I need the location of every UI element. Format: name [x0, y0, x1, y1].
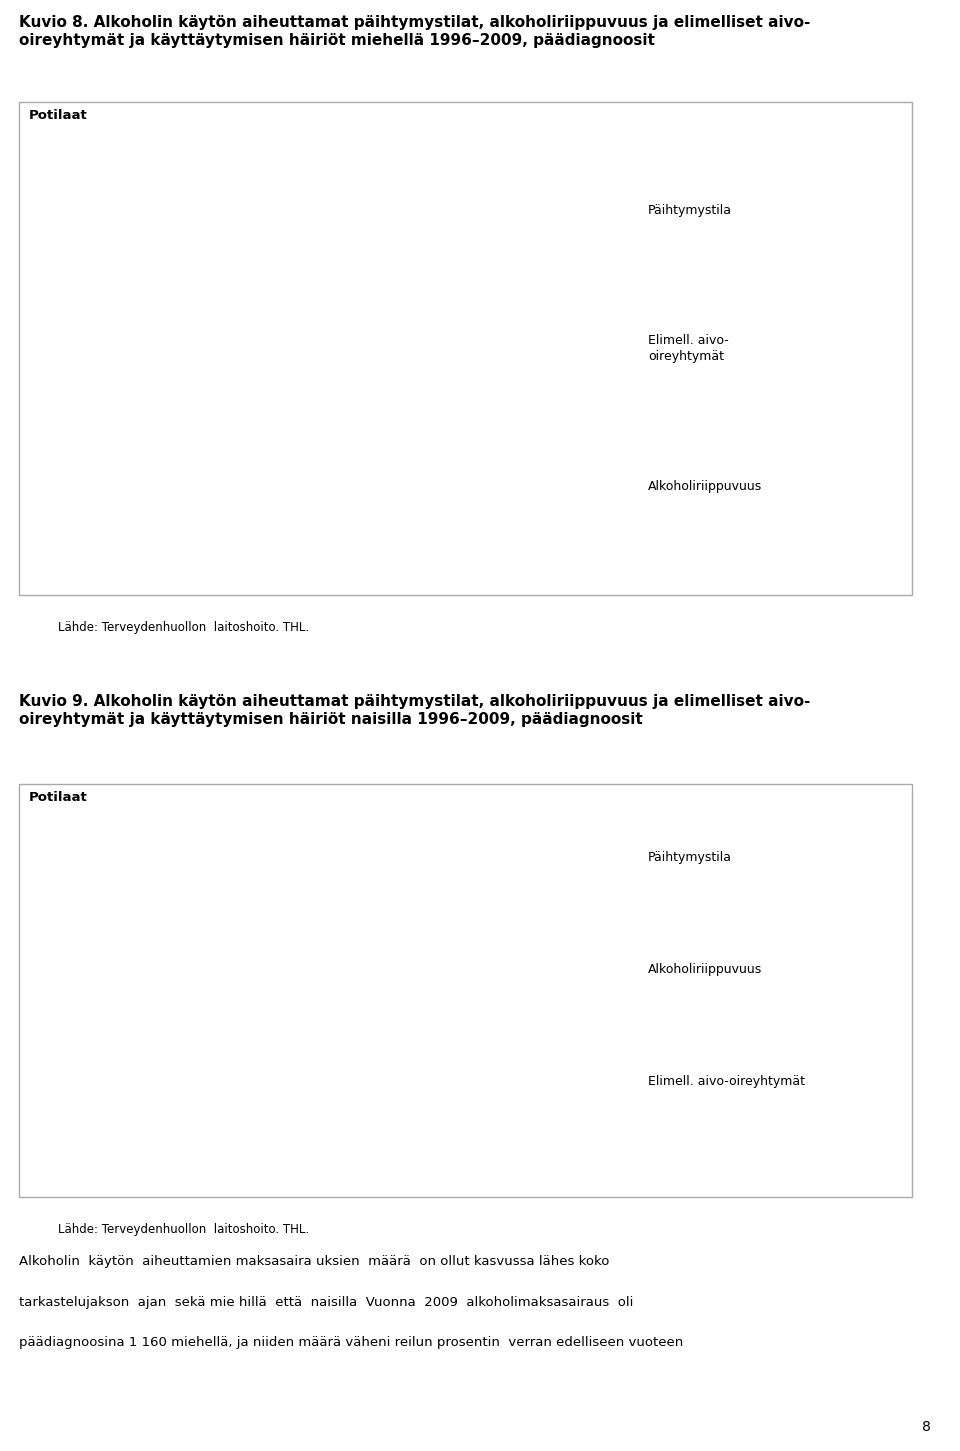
Text: Lähde: Terveydenhuollon  laitoshoito. THL.: Lähde: Terveydenhuollon laitoshoito. THL…: [58, 1223, 309, 1236]
Text: Alkoholiriippuvuus: Alkoholiriippuvuus: [648, 963, 762, 977]
Text: Kuvio 9. Alkoholin käytön aiheuttamat päihtymystilat, alkoholiriippuvuus ja elim: Kuvio 9. Alkoholin käytön aiheuttamat pä…: [19, 694, 810, 727]
Text: tarkastelujakson  ajan  sekä mie hillä  että  naisilla  Vuonna  2009  alkoholima: tarkastelujakson ajan sekä mie hillä ett…: [19, 1296, 634, 1309]
Text: Potilaat: Potilaat: [29, 791, 87, 804]
Text: 8: 8: [923, 1419, 931, 1434]
Text: Elimell. aivo-oireyhtymät: Elimell. aivo-oireyhtymät: [648, 1075, 805, 1088]
Text: Lähde: Terveydenhuollon  laitoshoito. THL.: Lähde: Terveydenhuollon laitoshoito. THL…: [58, 621, 309, 634]
Text: Alkoholin  käytön  aiheuttamien maksasaira uksien  määrä  on ollut kasvussa lähe: Alkoholin käytön aiheuttamien maksasaira…: [19, 1255, 610, 1268]
Text: Kuvio 8. Alkoholin käytön aiheuttamat päihtymystilat, alkoholiriippuvuus ja elim: Kuvio 8. Alkoholin käytön aiheuttamat pä…: [19, 15, 810, 48]
Text: Potilaat: Potilaat: [29, 109, 87, 122]
Text: Päihtymystila: Päihtymystila: [648, 203, 732, 216]
Text: Päihtymystila: Päihtymystila: [648, 852, 732, 865]
Text: päädiagnoosina 1 160 miehellä, ja niiden määrä väheni reilun prosentin  verran e: päädiagnoosina 1 160 miehellä, ja niiden…: [19, 1336, 684, 1349]
Text: Alkoholiriippuvuus: Alkoholiriippuvuus: [648, 480, 762, 493]
Text: Elimell. aivo-
oireyhtymät: Elimell. aivo- oireyhtymät: [648, 334, 729, 363]
